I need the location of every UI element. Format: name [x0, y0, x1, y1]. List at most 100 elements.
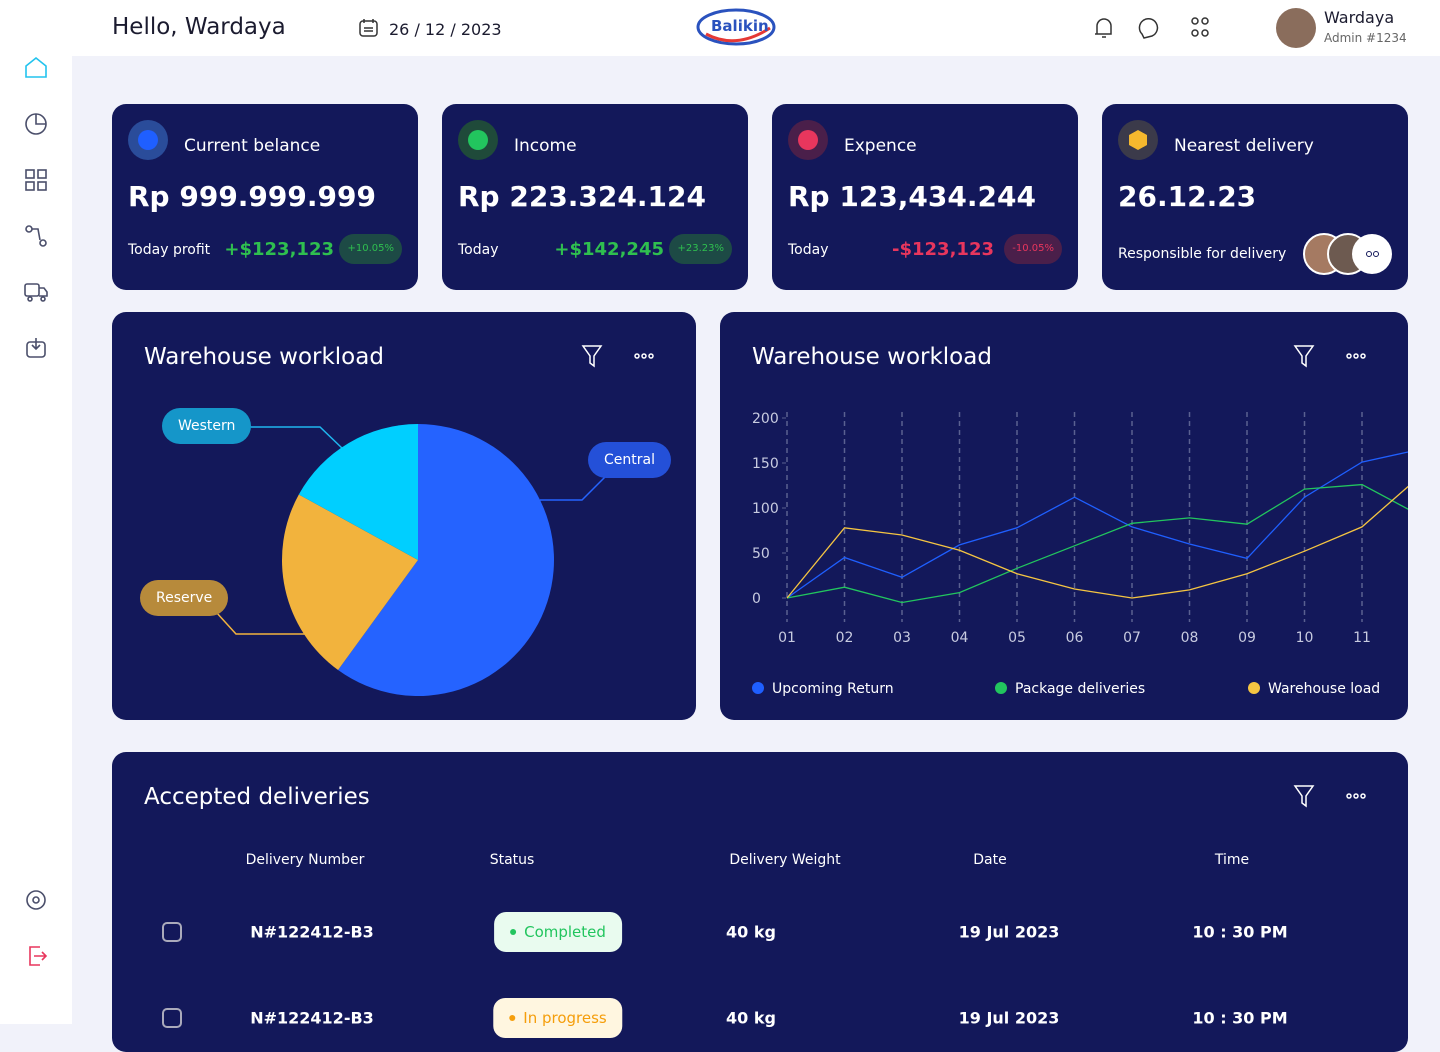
panel-title: Warehouse workload [752, 344, 992, 370]
card-label: Today [788, 242, 829, 258]
legend-label: Upcoming Return [772, 681, 894, 697]
table-cell: 10 : 30 PM [1192, 1008, 1288, 1028]
table-cell: 40 kg [726, 1008, 776, 1028]
apps-icon[interactable] [1191, 17, 1209, 37]
pie-slice [338, 424, 554, 697]
card-change-percent: -10.05% [1004, 234, 1062, 264]
chat-icon[interactable] [1138, 17, 1159, 39]
column-header: Time [1214, 852, 1250, 868]
label-connectors [215, 426, 607, 635]
card-change: +$123,123 [224, 239, 334, 260]
nav-settings[interactable] [26, 890, 46, 910]
nav-logout[interactable] [29, 946, 48, 966]
x-tick-label: 10 [1296, 630, 1314, 646]
header: Hello, Wardaya 26 / 12 / 2023 Balikin Wa… [0, 0, 1440, 56]
pie-label: Reserve [140, 580, 229, 616]
card-label: Today profit [128, 242, 211, 258]
logo-mark [696, 8, 776, 46]
x-tick-label: 05 [1008, 630, 1026, 646]
x-tick-label: 08 [1181, 630, 1199, 646]
column-header: Delivery Number [245, 852, 365, 868]
x-tick-label: 02 [836, 630, 854, 646]
status-badge: Completed [494, 912, 622, 952]
card-title: Nearest delivery [1174, 136, 1314, 156]
row-checkbox[interactable] [162, 1008, 182, 1028]
line-chart: 01 02 03 04 05 06 07 08 09 10 11 0 50 100 150 200 Upcomi… [752, 411, 1408, 697]
pie-label: Central [588, 442, 671, 478]
table-cell: 19 Jul 2023 [958, 1008, 1060, 1028]
nav-inbox[interactable] [26, 338, 46, 358]
column-header: Status [489, 852, 535, 868]
table-title: Accepted deliveries [144, 784, 370, 810]
card-icon [128, 120, 168, 160]
card-value: Rp 999.999.999 [128, 180, 376, 213]
card-change-percent: +23.23% [669, 234, 732, 264]
header-icons [1095, 17, 1209, 39]
column-header: Date [973, 852, 1007, 868]
card-change: -$123,123 [892, 239, 994, 260]
y-tick-label: 50 [752, 546, 770, 562]
sidebar-icons [24, 56, 76, 966]
y-tick-label: 100 [752, 501, 779, 517]
table-cell: 40 kg [726, 922, 776, 942]
card-title: Current belance [184, 136, 321, 156]
line-series [786, 451, 1408, 599]
legend-label: Package deliveries [1015, 681, 1145, 697]
card-label: Responsible for delivery [1118, 246, 1287, 262]
table-panel: Accepted deliveries Delivery Number Statu… [112, 752, 1408, 1052]
logo: Balikin [711, 17, 769, 35]
user-role: Admin #1234 [1324, 31, 1407, 45]
notification-icon[interactable] [1095, 18, 1112, 38]
nav-grid[interactable] [25, 169, 47, 191]
card-title: Expence [844, 136, 917, 156]
card-label: Today [458, 242, 499, 258]
x-tick-label: 06 [1066, 630, 1084, 646]
line-series [786, 483, 1408, 604]
table-cell: 10 : 30 PM [1192, 922, 1288, 942]
delivery-card: Nearest delivery 26.12.23 Responsible fo… [1102, 104, 1408, 290]
legend-swatch [995, 682, 1007, 694]
card-value: Rp 123,434.244 [788, 180, 1036, 213]
card-icon [458, 120, 498, 160]
user-name: Wardaya [1324, 8, 1395, 27]
line-series [786, 485, 1408, 599]
card-icon [788, 120, 828, 160]
x-tick-label: 04 [951, 630, 969, 646]
table-cell: 19 Jul 2023 [958, 922, 1060, 942]
calendar-icon [359, 19, 378, 37]
card-value: Rp 223.324.124 [458, 180, 706, 213]
stat-card: Expence Rp 123,434.244 Today -$123,123 -10.0… [772, 104, 1078, 290]
status-badge: In progress [493, 998, 623, 1038]
table-cell: N#122412-B3 [250, 922, 374, 942]
greeting: Hello, Wardaya [112, 14, 286, 40]
sidebar [0, 0, 76, 1024]
x-tick-label: 07 [1123, 630, 1141, 646]
x-tick-label: 01 [778, 630, 796, 646]
avatar[interactable] [1276, 8, 1316, 48]
row-checkbox[interactable] [162, 922, 182, 942]
x-tick-label: 11 [1353, 630, 1371, 646]
card-title: Income [514, 136, 577, 156]
pie-label: Western [162, 408, 252, 444]
legend-label: Warehouse load [1268, 681, 1380, 697]
stat-card: Current belance Rp 999.999.999 Today profi… [112, 104, 418, 290]
legend-swatch [752, 682, 764, 694]
table-cell: N#122412-B3 [250, 1008, 374, 1028]
pie-panel: Warehouse workload Western Central Reser… [112, 312, 696, 720]
nav-home[interactable] [25, 56, 47, 78]
y-tick-label: 150 [752, 456, 779, 472]
card-change: +$142,245 [554, 239, 664, 260]
column-header: Delivery Weight [729, 852, 841, 868]
nav-routes[interactable] [25, 225, 47, 247]
responsible-avatars [1303, 233, 1392, 275]
stat-card: Income Rp 223.324.124 Today +$142,245 +23.23… [442, 104, 748, 290]
card-icon [1118, 120, 1158, 160]
card-change-percent: +10.05% [339, 234, 402, 264]
y-tick-label: 200 [752, 411, 779, 427]
x-tick-label: 03 [893, 630, 911, 646]
panel-title: Warehouse workload [144, 344, 384, 370]
y-tick-label: 0 [752, 591, 761, 607]
nav-truck[interactable] [24, 283, 48, 302]
pie-chart [215, 424, 607, 697]
